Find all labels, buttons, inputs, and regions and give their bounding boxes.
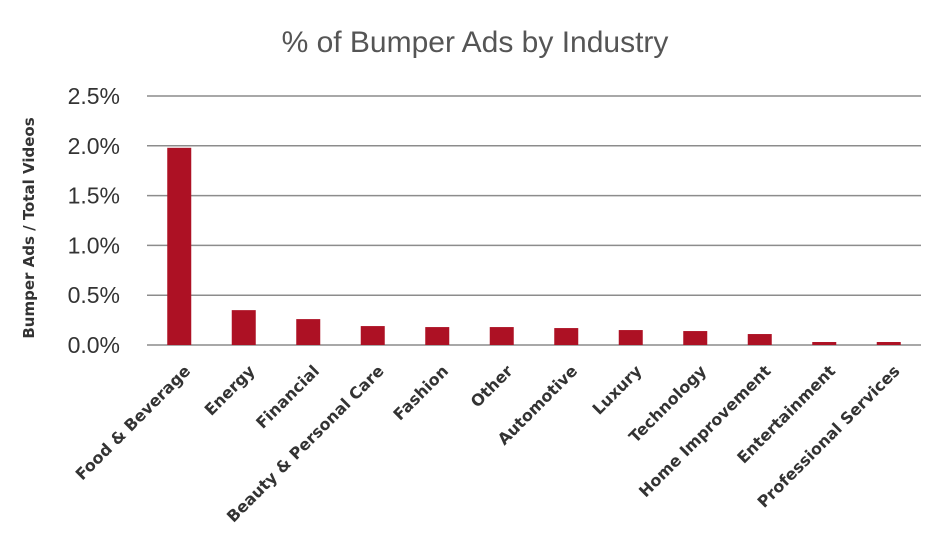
bar — [618, 330, 643, 345]
bar — [489, 327, 514, 345]
x-tick-label: Fashion — [389, 361, 452, 424]
x-tick-label: Luxury — [589, 361, 646, 418]
x-tick-label: Other — [467, 361, 517, 411]
bar — [554, 328, 579, 345]
bar — [296, 319, 321, 345]
y-tick-label: 0.5% — [68, 282, 120, 308]
bar — [167, 147, 192, 345]
gridlines — [147, 95, 921, 346]
y-axis-label: Bumper Ads / Total Videos — [20, 117, 38, 338]
y-tick-label: 2.0% — [68, 133, 120, 159]
x-tick-label: Food & Beverage — [72, 361, 195, 484]
bar — [812, 342, 837, 345]
bar — [231, 310, 256, 345]
x-tick-label: Energy — [201, 361, 259, 419]
y-tick-label: 1.5% — [68, 183, 120, 209]
y-tick-label: 0.0% — [68, 332, 120, 358]
y-axis-ticks: 0.0% 0.5% 1.0% 1.5% 2.0% 2.5% — [68, 83, 120, 358]
x-tick-label: Financial — [252, 361, 323, 432]
bars — [167, 147, 901, 345]
bar — [747, 334, 772, 345]
bar — [425, 327, 450, 345]
x-tick-label: Home Improvement — [635, 361, 775, 501]
y-tick-label: 1.0% — [68, 232, 120, 258]
y-tick-label: 2.5% — [68, 83, 120, 109]
bar — [360, 326, 385, 345]
bar — [876, 342, 901, 345]
chart-title: % of Bumper Ads by Industry — [282, 26, 669, 59]
bar — [683, 331, 708, 345]
